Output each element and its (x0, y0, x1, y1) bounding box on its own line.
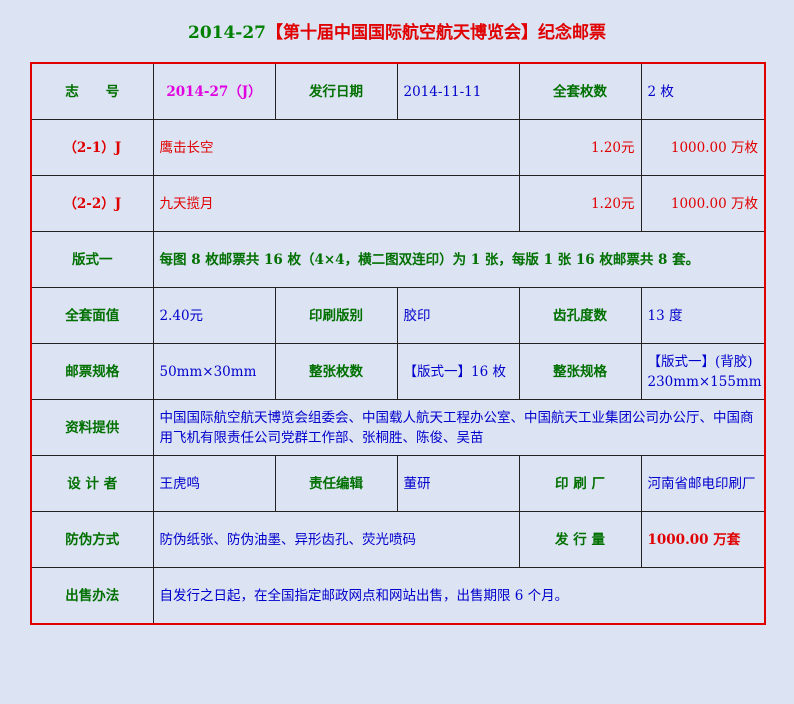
label: 邮票规格 (30, 343, 154, 400)
label: 责任编辑 (274, 455, 398, 512)
value: 自发行之日起，在全国指定邮政网点和网站出售，出售期限 6 个月。 (152, 567, 766, 625)
value: 胶印 (396, 287, 520, 344)
table-row: 邮票规格 50mm×30mm 整张枚数 【版式一】16 枚 整张规格 【版式一】… (30, 343, 766, 400)
value: 2.40元 (152, 287, 276, 344)
label: 整张规格 (518, 343, 642, 400)
table-row: 志 号 2014-27（J） 发行日期 2014-11-11 全套枚数 2 枚 (30, 62, 766, 120)
label: 齿孔度数 (518, 287, 642, 344)
table-row: （2-1）J 鹰击长空 1.20元 1000.00 万枚 (30, 119, 766, 176)
label: 资料提供 (30, 399, 154, 456)
stamp-id: （2-1）J (30, 119, 154, 176)
label: 整张枚数 (274, 343, 398, 400)
label: 设 计 者 (30, 455, 154, 512)
stamp-price: 1.20元 (518, 119, 642, 176)
label: 发行日期 (274, 62, 398, 120)
label: 印刷版别 (274, 287, 398, 344)
value: 中国国际航空航天博览会组委会、中国载人航天工程办公室、中国航天工业集团公司办公厅… (152, 399, 766, 456)
table-row: （2-2）J 九天揽月 1.20元 1000.00 万枚 (30, 175, 766, 232)
table-row: 设 计 者 王虎鸣 责任编辑 董研 印 刷 厂 河南省邮电印刷厂 (30, 455, 766, 512)
page-title: 2014-27【第十届中国国际航空航天博览会】纪念邮票 (187, 23, 607, 43)
label: 全套枚数 (518, 62, 642, 120)
label: 志 号 (30, 62, 154, 120)
label: 全套面值 (30, 287, 154, 344)
value: 13 度 (640, 287, 766, 344)
value: 2014-11-11 (396, 62, 520, 120)
label: 印 刷 厂 (518, 455, 642, 512)
value: 50mm×30mm (152, 343, 276, 400)
table-row: 资料提供 中国国际航空航天博览会组委会、中国载人航天工程办公室、中国航天工业集团… (30, 399, 766, 456)
value: 2 枚 (640, 62, 766, 120)
value: 1000.00 万套 (640, 511, 766, 568)
table-row: 出售办法 自发行之日起，在全国指定邮政网点和网站出售，出售期限 6 个月。 (30, 567, 766, 625)
stamp-id: （2-2）J (30, 175, 154, 232)
value: 【版式一】16 枚 (396, 343, 520, 400)
stamp-quantity: 1000.00 万枚 (640, 119, 766, 176)
value: 董研 (396, 455, 520, 512)
label: 防伪方式 (30, 511, 154, 568)
label: 发 行 量 (518, 511, 642, 568)
value: 每图 8 枚邮票共 16 枚（4×4，横二图双连印）为 1 张，每版 1 张 1… (152, 231, 766, 288)
label: 出售办法 (30, 567, 154, 625)
label: 版式一 (30, 231, 154, 288)
table-row: 防伪方式 防伪纸张、防伪油墨、异形齿孔、荧光喷码 发 行 量 1000.00 万… (30, 511, 766, 568)
table-row: 全套面值 2.40元 印刷版别 胶印 齿孔度数 13 度 (30, 287, 766, 344)
stamp-name: 鹰击长空 (152, 119, 520, 176)
stamp-name: 九天揽月 (152, 175, 520, 232)
value: 【版式一】(背胶) 230mm×155mm (640, 343, 766, 400)
value: 防伪纸张、防伪油墨、异形齿孔、荧光喷码 (152, 511, 520, 568)
value: 王虎鸣 (152, 455, 276, 512)
stamp-price: 1.20元 (518, 175, 642, 232)
value: 2014-27（J） (152, 62, 276, 120)
stamp-info-table: 志 号 2014-27（J） 发行日期 2014-11-11 全套枚数 2 枚 … (30, 62, 766, 625)
table-row: 版式一 每图 8 枚邮票共 16 枚（4×4，横二图双连印）为 1 张，每版 1… (30, 231, 766, 288)
stamp-quantity: 1000.00 万枚 (640, 175, 766, 232)
value: 河南省邮电印刷厂 (640, 455, 766, 512)
